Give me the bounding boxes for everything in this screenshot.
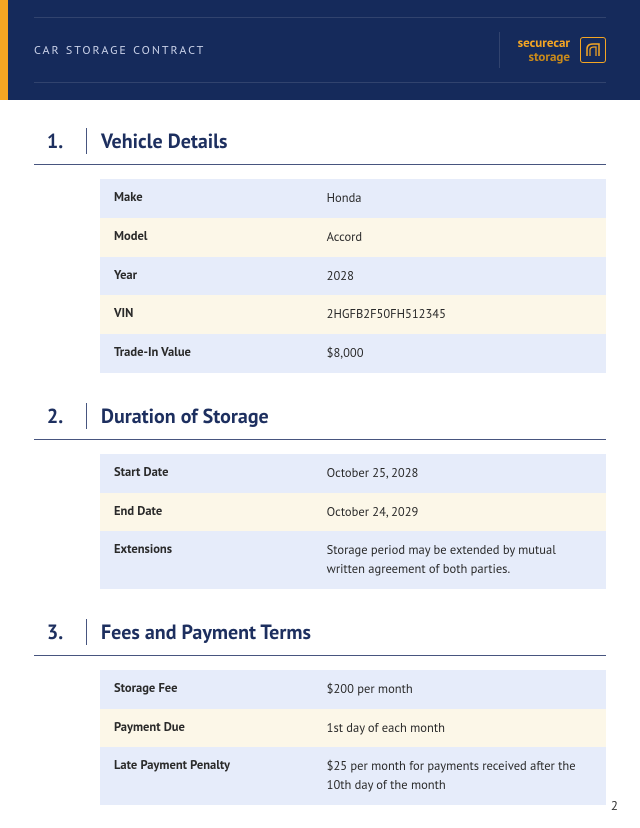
row-value: Accord (323, 218, 606, 257)
table-row: Storage Fee $200 per month (100, 670, 606, 709)
section-fees: 3. Fees and Payment Terms Storage Fee $2… (34, 619, 606, 805)
row-label: Make (100, 179, 323, 215)
section-number: 3. (34, 619, 86, 645)
row-label: Extensions (100, 531, 323, 567)
row-value: $200 per month (323, 670, 606, 709)
brand-name-bottom: storage (518, 50, 570, 64)
header-divider (499, 32, 500, 68)
row-label: Start Date (100, 454, 323, 490)
row-value: October 24, 2029 (323, 493, 606, 532)
header-inner: CAR STORAGE CONTRACT securecar storage (34, 17, 606, 83)
header-accent-bar (0, 0, 8, 100)
table-row: Model Accord (100, 218, 606, 257)
table-row: VIN 2HGFB2F50FH512345 (100, 295, 606, 334)
table-row: Payment Due 1st day of each month (100, 709, 606, 748)
row-value: October 25, 2028 (323, 454, 606, 493)
row-label: Late Payment Penalty (100, 747, 323, 783)
table-row: Year 2028 (100, 257, 606, 296)
row-label: End Date (100, 493, 323, 529)
table-row: Make Honda (100, 179, 606, 218)
header: CAR STORAGE CONTRACT securecar storage (0, 0, 640, 100)
brand-logo-icon (580, 37, 606, 63)
section-heading: 2. Duration of Storage (34, 403, 606, 440)
section-number: 2. (34, 403, 86, 429)
fees-table: Storage Fee $200 per month Payment Due 1… (100, 670, 606, 805)
table-row: Trade-In Value $8,000 (100, 334, 606, 373)
content: 1. Vehicle Details Make Honda Model Acco… (0, 100, 640, 805)
vehicle-details-table: Make Honda Model Accord Year 2028 VIN 2H… (100, 179, 606, 373)
brand-text: securecar storage (518, 36, 570, 63)
document-title: CAR STORAGE CONTRACT (34, 43, 481, 58)
table-row: Extensions Storage period may be extende… (100, 531, 606, 589)
section-vehicle-details: 1. Vehicle Details Make Honda Model Acco… (34, 128, 606, 373)
table-row: End Date October 24, 2029 (100, 493, 606, 532)
section-duration: 2. Duration of Storage Start Date Octobe… (34, 403, 606, 589)
duration-table: Start Date October 25, 2028 End Date Oct… (100, 454, 606, 589)
brand: securecar storage (518, 36, 606, 63)
row-label: Payment Due (100, 709, 323, 745)
row-value: $8,000 (323, 334, 606, 373)
row-label: Year (100, 257, 323, 293)
row-value: 1st day of each month (323, 709, 606, 748)
section-heading: 1. Vehicle Details (34, 128, 606, 165)
table-row: Late Payment Penalty $25 per month for p… (100, 747, 606, 805)
row-label: VIN (100, 295, 323, 331)
table-row: Start Date October 25, 2028 (100, 454, 606, 493)
row-label: Trade-In Value (100, 334, 323, 370)
section-number: 1. (34, 128, 86, 154)
row-value: 2HGFB2F50FH512345 (323, 295, 606, 334)
row-label: Storage Fee (100, 670, 323, 706)
section-heading: 3. Fees and Payment Terms (34, 619, 606, 656)
row-value: Storage period may be extended by mutual… (323, 531, 606, 589)
row-label: Model (100, 218, 323, 254)
section-title: Duration of Storage (87, 403, 269, 429)
row-value: Honda (323, 179, 606, 218)
section-title: Fees and Payment Terms (87, 619, 311, 645)
row-value: $25 per month for payments received afte… (323, 747, 606, 805)
page-number: 2 (611, 797, 618, 814)
section-title: Vehicle Details (87, 128, 227, 154)
row-value: 2028 (323, 257, 606, 296)
